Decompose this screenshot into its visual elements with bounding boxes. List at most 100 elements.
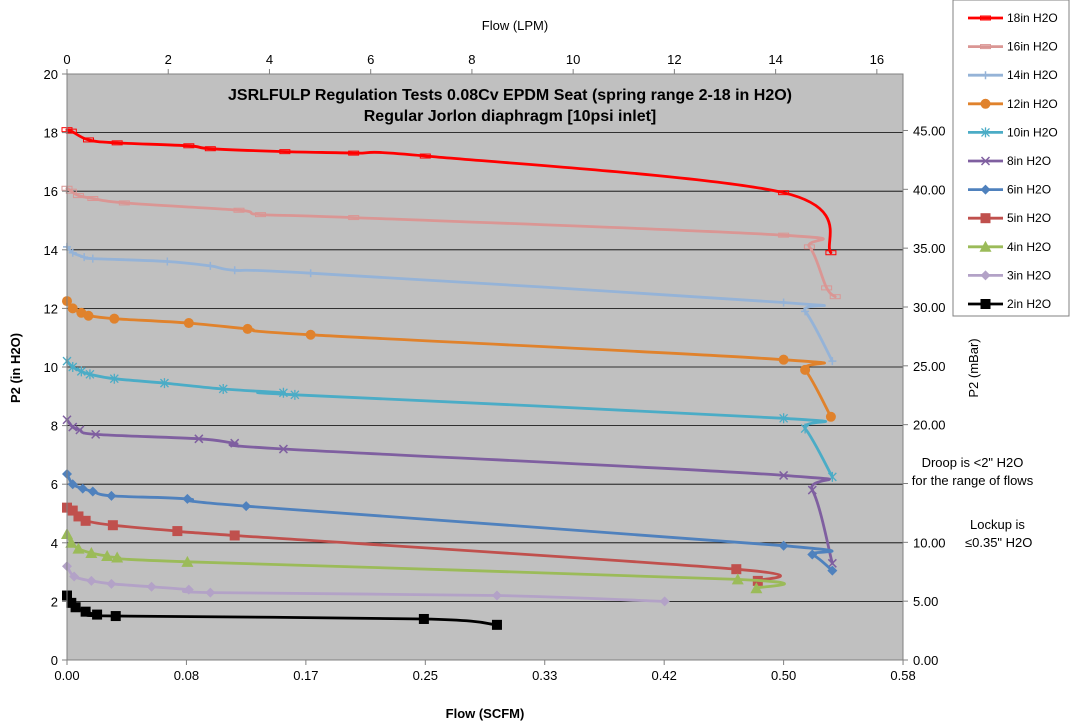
legend-item-5: 8in H2O: [968, 154, 1051, 168]
y2-tick-label-7: 35.00: [913, 241, 946, 256]
series-2-point-4: [163, 257, 172, 266]
series-8: [61, 528, 786, 594]
legend-item-3: 12in H2O: [968, 97, 1058, 111]
lockup-annotation-line-2: ≤0.35" H2O: [965, 535, 1033, 550]
series-3: [62, 296, 836, 422]
series-7-point-5: [172, 526, 183, 537]
series-3-point-10: [825, 411, 836, 422]
series-8-point-7: [731, 573, 744, 585]
legend: 18in H2O 16in H2O 14in H2O 12in H2O 10in H2O…: [952, 0, 1070, 317]
series-1-point-8: [778, 232, 790, 238]
chart-title-line-2: Regular Jorlon diaphragm [10psi inlet]: [364, 108, 657, 125]
series-1-point-11: [829, 294, 841, 300]
series-2-point-8: [779, 298, 788, 307]
series-0-point-2: [82, 137, 94, 143]
series-2: [63, 242, 837, 366]
series-5-point-8: [807, 485, 817, 495]
legend-swatch-marker-9: [980, 270, 991, 281]
x2-tick-label-5: 10: [566, 52, 580, 67]
x2-tick-label-6: 12: [667, 52, 681, 67]
series-9-point-6: [205, 587, 216, 598]
series-1-point-3: [87, 196, 99, 202]
y2-tick-label-0: 0.00: [913, 653, 938, 668]
x-tick-label-5: 0.42: [652, 668, 677, 683]
legend-item-8: 4in H2O: [968, 240, 1051, 254]
series-6-point-6: [241, 501, 252, 512]
legend-label-6: 6in H2O: [1007, 183, 1051, 197]
series-1-point-9: [803, 244, 815, 250]
series-7-point-3: [80, 515, 91, 526]
legend-item-2: 14in H2O: [968, 68, 1058, 82]
y-tick-label-1: 2: [51, 594, 58, 609]
series-3-point-1: [67, 303, 78, 314]
series-7-point-2: [73, 511, 84, 522]
y2-axis-label: P2 (mBar): [966, 338, 981, 397]
series-9-point-4: [146, 581, 157, 592]
series-6-point-1: [67, 479, 78, 490]
series-layer: [61, 127, 841, 630]
series-1-point-6: [254, 212, 266, 218]
y-tick-label-3: 6: [51, 477, 58, 492]
series-0-point-6: [279, 149, 291, 155]
series-8-point-2: [72, 542, 85, 554]
series-9-point-1: [69, 571, 80, 582]
x-tick-label-6: 0.50: [771, 668, 796, 683]
series-8-point-4: [101, 549, 114, 561]
series-0-point-5: [204, 146, 216, 152]
series-4-point-4: [109, 373, 119, 384]
legend-swatch-marker-1: [980, 44, 991, 50]
y-tick-label-8: 16: [44, 184, 58, 199]
legend-swatch-marker-6: [980, 184, 991, 195]
series-8-point-5: [111, 551, 124, 563]
series-1-point-7: [348, 215, 360, 221]
y-tick-label-4: 8: [51, 419, 58, 434]
y2-tick-label-1: 5.00: [913, 594, 938, 609]
series-1-point-4: [118, 200, 130, 206]
series-4-point-3: [85, 369, 95, 380]
legend-label-5: 8in H2O: [1007, 154, 1051, 168]
series-2-point-5: [206, 261, 215, 270]
series-10: [62, 590, 502, 630]
series-0-point-4: [183, 143, 195, 149]
series-5-point-5: [230, 438, 240, 448]
series-6-point-9: [827, 565, 838, 576]
series-4-point-8: [290, 389, 300, 400]
series-7: [62, 502, 782, 586]
series-1-point-5: [233, 207, 245, 213]
series-4-point-6: [218, 383, 228, 394]
series-6-point-8: [807, 549, 818, 560]
series-9: [62, 561, 670, 607]
axes: 0.00 0.08 0.17 0.25 0.33 0.42 0.50 0.58 0 2 4 6 8 10 1…: [44, 52, 946, 683]
series-6-point-5: [182, 493, 193, 504]
x-tick-label-3: 0.25: [413, 668, 438, 683]
series-9-point-5: [183, 584, 194, 595]
series-5: [62, 415, 837, 568]
series-0-point-3: [111, 140, 123, 146]
series-4-point-1: [68, 362, 78, 372]
series-4-point-10: [800, 423, 810, 434]
lockup-annotation: Lockup is ≤0.35" H2O: [965, 516, 1065, 552]
y-tick-label-0: 0: [51, 653, 58, 668]
y-tick-label-9: 18: [44, 126, 58, 141]
series-9-point-8: [659, 596, 670, 607]
series-9-point-2: [86, 575, 97, 586]
series-3-point-8: [778, 354, 789, 365]
series-9-point-7: [491, 590, 502, 601]
series-8-point-3: [85, 547, 98, 559]
legend-swatch-marker-5: [980, 156, 991, 166]
legend-swatch-marker-2: [981, 71, 990, 80]
series-10-point-4: [92, 609, 103, 620]
legend-item-10: 2in H2O: [968, 297, 1051, 311]
legend-item-6: 6in H2O: [968, 183, 1051, 197]
legend-item-1: 16in H2O: [968, 40, 1058, 54]
y2-tick-label-4: 20.00: [913, 418, 946, 433]
series-5-point-7: [779, 470, 789, 480]
x-tick-label-2: 0.17: [293, 668, 318, 683]
legend-label-3: 12in H2O: [1007, 97, 1058, 111]
series-3-point-7: [305, 329, 316, 340]
legend-label-10: 2in H2O: [1007, 297, 1051, 311]
droop-annotation-line-1: Droop is <2" H2O: [921, 455, 1024, 470]
x-tick-label-4: 0.33: [532, 668, 557, 683]
series-10-point-5: [110, 611, 121, 622]
series-5-point-4: [194, 434, 204, 444]
